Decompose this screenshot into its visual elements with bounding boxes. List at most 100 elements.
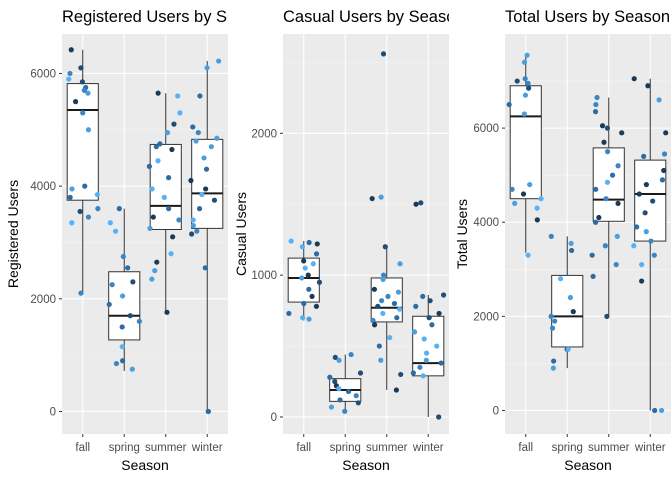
data-point [72, 99, 79, 105]
data-point [609, 172, 616, 178]
data-point [613, 261, 619, 268]
box-summer [370, 246, 403, 391]
data-point [659, 177, 666, 183]
data-point [525, 80, 531, 87]
y-tick-label: 6000 [30, 68, 56, 80]
data-point [589, 252, 595, 258]
data-point [153, 144, 159, 150]
data-point [332, 354, 338, 361]
data-point [85, 214, 92, 220]
x-tick-label-summer: summer [588, 442, 630, 454]
data-point [619, 130, 625, 136]
data-point [197, 93, 203, 99]
data-point [328, 404, 335, 410]
data-point [152, 268, 158, 274]
data-point [67, 70, 73, 77]
data-point [314, 241, 320, 247]
data-point [375, 303, 381, 309]
data-point [643, 181, 649, 188]
data-point [391, 300, 398, 307]
data-point [81, 87, 87, 93]
data-point [371, 286, 377, 292]
data-point [631, 243, 637, 249]
data-point [109, 282, 115, 288]
data-point [188, 177, 194, 184]
data-point [78, 65, 84, 71]
data-point [306, 239, 312, 246]
x-axis-label: Season [121, 457, 168, 473]
x-tick-label-summer: summer [366, 442, 408, 454]
data-point [411, 329, 418, 335]
data-point [568, 247, 575, 254]
data-point [369, 195, 375, 202]
data-point [77, 208, 83, 215]
data-point [149, 276, 155, 282]
data-point [593, 186, 599, 192]
data-point [106, 301, 112, 308]
data-point [634, 224, 640, 230]
data-point [176, 217, 182, 223]
data-point [146, 163, 152, 169]
data-point [643, 229, 649, 235]
data-point [189, 231, 195, 237]
data-point [120, 293, 126, 299]
data-point [423, 357, 429, 363]
data-point [378, 357, 384, 363]
data-point [164, 129, 171, 136]
data-point [376, 343, 382, 349]
data-point [385, 293, 391, 300]
data-point [299, 244, 305, 250]
y-tick-label: 2000 [251, 128, 277, 140]
x-tick-label-spring: spring [330, 442, 361, 454]
data-point [342, 408, 348, 414]
x-axis-label: Season [564, 457, 611, 473]
data-point [380, 276, 386, 282]
data-point [396, 306, 403, 312]
chart-title: Registered Users by Season [62, 8, 272, 26]
data-point [300, 315, 306, 321]
data-point [604, 313, 610, 319]
data-point [526, 85, 532, 91]
data-point [345, 388, 352, 395]
data-point [568, 240, 574, 247]
data-point [177, 110, 183, 116]
data-point [120, 358, 126, 364]
data-point [423, 350, 430, 356]
data-point [615, 163, 621, 169]
data-point [205, 408, 211, 415]
data-point [538, 196, 544, 202]
data-point [211, 197, 218, 203]
data-point [94, 191, 100, 198]
data-point [66, 76, 72, 82]
chart-panel-1: 0 2000 4000 6000 fall spring summer winter Regis… [5, 8, 272, 473]
y-tick-label: 0 [50, 406, 56, 418]
x-tick-label-fall: fall [75, 442, 90, 454]
data-point [534, 217, 540, 223]
data-point [113, 360, 120, 367]
data-point [604, 125, 611, 131]
data-point [506, 101, 512, 108]
data-point [590, 273, 596, 279]
data-point [129, 366, 135, 372]
chart-panel-3: 0 2000 4000 6000 fall spring summer winter Total… [454, 8, 671, 473]
data-point [199, 191, 205, 198]
data-point [327, 374, 333, 380]
box-spring [551, 236, 584, 369]
data-point [286, 310, 292, 317]
data-point [127, 313, 133, 319]
data-point [119, 344, 125, 350]
data-point [157, 141, 163, 147]
data-point [203, 186, 209, 192]
data-point [171, 121, 177, 127]
chart-title: Total Users by Season [505, 8, 670, 26]
data-point [154, 259, 160, 265]
data-point [417, 364, 423, 370]
data-point [594, 94, 600, 101]
data-point [551, 358, 557, 364]
data-point [661, 151, 668, 157]
data-point [521, 111, 527, 117]
data-point [119, 324, 125, 330]
data-point [202, 265, 208, 271]
x-tick-label-spring: spring [552, 442, 583, 454]
data-point [306, 316, 312, 322]
